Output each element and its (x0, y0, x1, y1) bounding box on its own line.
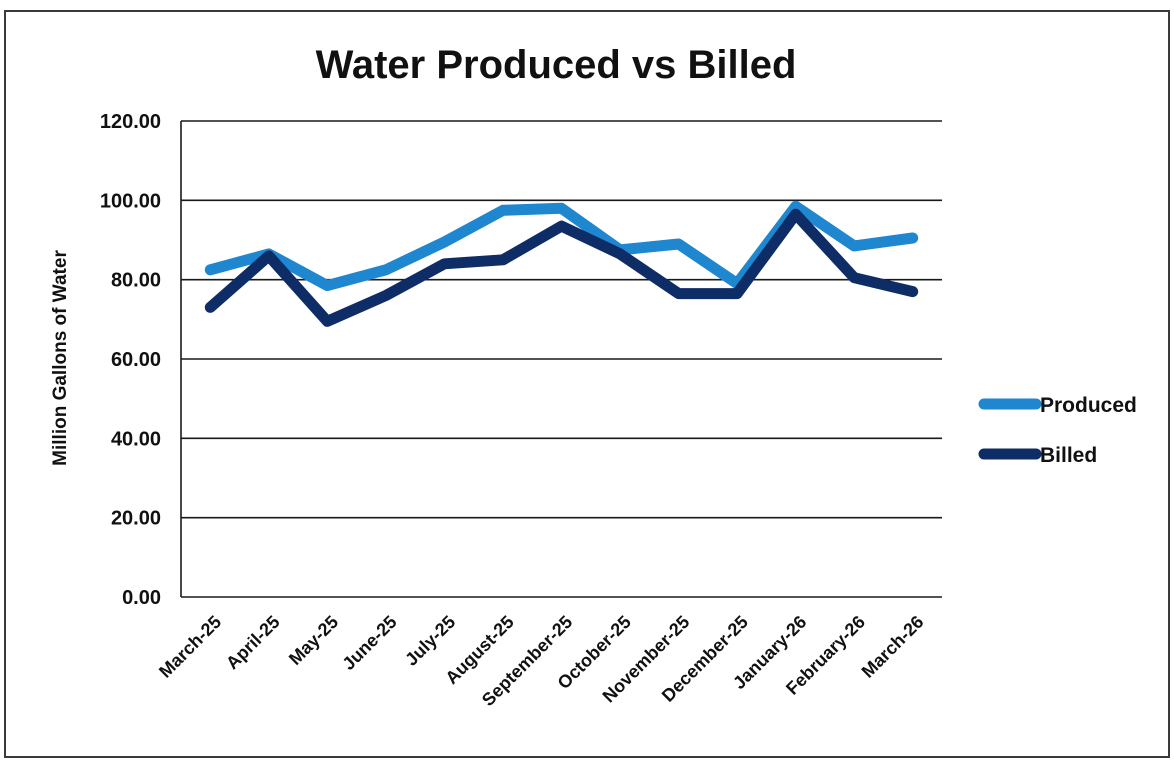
series-lines (204, 200, 919, 327)
x-tick-label: July-25 (401, 612, 459, 670)
legend-label-produced: Produced (1040, 394, 1137, 417)
legend-label-billed: Billed (1040, 444, 1097, 467)
y-tick-label: 80.00 (111, 270, 161, 292)
x-tick-label: March-25 (155, 612, 225, 682)
y-tick-label: 40.00 (111, 428, 161, 450)
chart-title: Water Produced vs Billed (316, 43, 797, 87)
x-tick-label: June-25 (338, 612, 400, 674)
x-tick-label: March-26 (858, 612, 928, 682)
gridlines (180, 120, 942, 598)
x-tick-label: April-25 (222, 612, 284, 674)
y-tick-label: 60.00 (111, 349, 161, 371)
y-tick-label: 20.00 (111, 508, 161, 530)
x-tick-label: May-25 (285, 612, 342, 669)
y-tick-label: 0.00 (122, 587, 161, 609)
y-tick-label: 100.00 (100, 190, 161, 212)
series-line-produced (204, 200, 919, 292)
y-tick-labels: 0.00 20.00 40.00 60.00 80.00 100.00 120.00 (100, 111, 161, 609)
legend: Produced Billed (978, 394, 1137, 467)
series-line-billed (204, 208, 919, 327)
y-tick-label: 120.00 (100, 111, 161, 133)
chart-frame (4, 10, 1170, 758)
y-axis-label: Million Gallons of Water (50, 250, 71, 466)
